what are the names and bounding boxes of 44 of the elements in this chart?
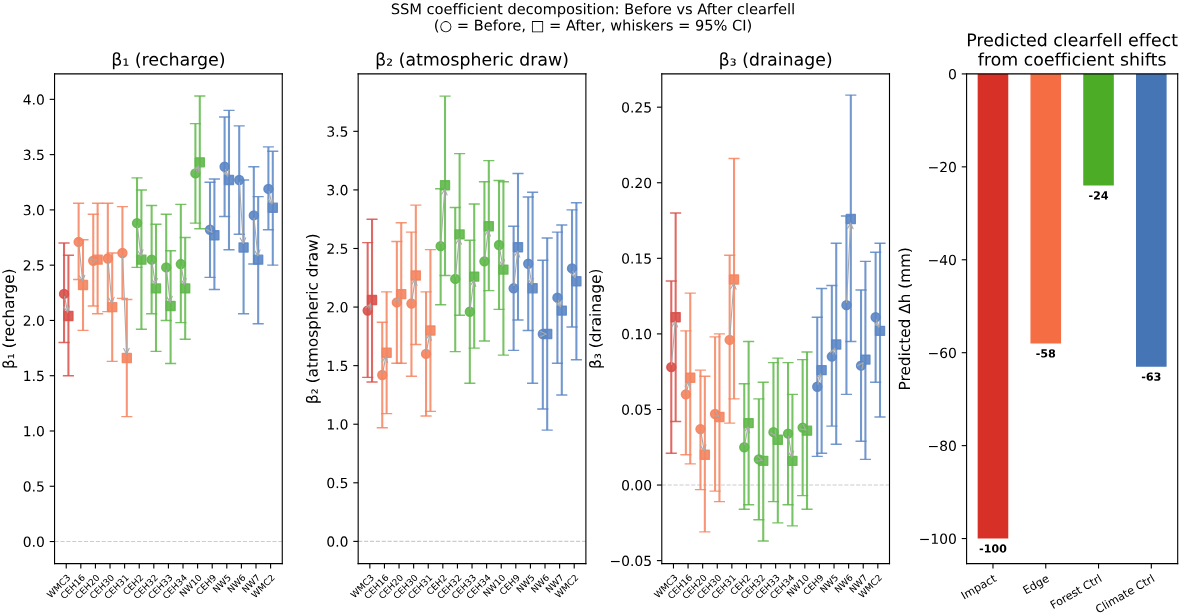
y-axis-title: β₁ (recharge) bbox=[2, 269, 18, 368]
y-tick-label: 0.5 bbox=[23, 481, 44, 492]
y-tick-label: 0 bbox=[948, 68, 956, 80]
y-tick-label: 0.20 bbox=[622, 177, 652, 189]
y-axis-title: β₃ (drainage) bbox=[589, 269, 604, 368]
y-tick-label: 0.10 bbox=[622, 328, 652, 340]
y-tick-label: 2.5 bbox=[327, 243, 348, 254]
y-tick-label: 0.5 bbox=[327, 477, 348, 489]
y-tick-label: 3.0 bbox=[23, 204, 44, 216]
y-axis-title: Predicted Δh (mm) bbox=[898, 248, 912, 389]
y-tick-label: 2.5 bbox=[23, 260, 44, 271]
chart-title: β₂ (atmospheric draw) bbox=[376, 52, 568, 70]
data-label: -63 bbox=[1141, 372, 1161, 381]
chart-title: β₃ (drainage) bbox=[720, 52, 832, 70]
y-tick-label: 0.25 bbox=[622, 102, 651, 113]
y-tick-label: 3.5 bbox=[327, 126, 348, 137]
y-tick-label: 1.0 bbox=[24, 425, 44, 437]
data-label: -24 bbox=[1089, 191, 1109, 200]
y-tick-label: −60 bbox=[929, 347, 956, 359]
y-tick-label: 3.0 bbox=[327, 184, 348, 196]
y-tick-label: 2.0 bbox=[23, 315, 44, 326]
y-tick-label: −40 bbox=[929, 254, 956, 266]
y-tick-label: 3.5 bbox=[23, 149, 44, 161]
x-tick-label: Edge bbox=[1022, 573, 1051, 597]
y-tick-label: 0.00 bbox=[622, 480, 652, 491]
y-axis-title: β₂ (atmospheric draw) bbox=[305, 234, 321, 403]
y-tick-label: 0.0 bbox=[23, 536, 44, 547]
text: SSM coefficient decomposition: Before vs After clearfell (○ = Before, □ = After, whiskers = 95% CI) bbox=[391, 3, 794, 33]
y-tick-label: 1.0 bbox=[327, 419, 348, 430]
y-tick-label: −80 bbox=[929, 440, 956, 452]
y-tick-label: −20 bbox=[929, 161, 956, 173]
y-tick-label: −100 bbox=[920, 533, 956, 545]
y-tick-label: 2.0 bbox=[327, 302, 348, 313]
y-tick-label: 0.0 bbox=[327, 536, 348, 547]
data-label: -58 bbox=[1036, 349, 1056, 358]
y-tick-label: −0.05 bbox=[610, 555, 651, 567]
y-tick-label: 1.5 bbox=[24, 370, 44, 382]
y-tick-label: 0.05 bbox=[622, 404, 651, 415]
data-label: -100 bbox=[979, 544, 1007, 553]
y-tick-label: 1.5 bbox=[327, 360, 348, 372]
chart-title: β₁ (recharge) bbox=[112, 52, 225, 70]
y-tick-label: 4.0 bbox=[23, 94, 44, 105]
chart-title: Predicted clearfell effect from coefficient shifts bbox=[967, 32, 1178, 66]
y-tick-label: 0.15 bbox=[622, 253, 651, 264]
